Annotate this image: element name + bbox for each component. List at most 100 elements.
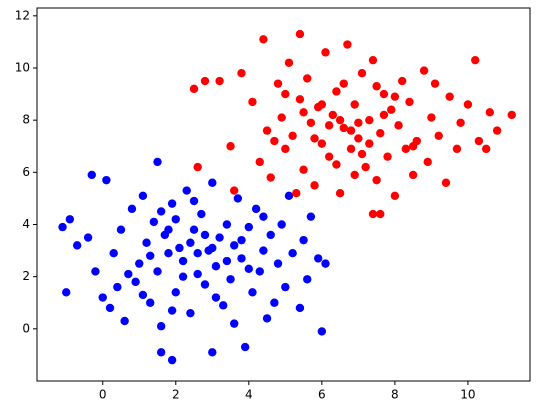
point [178, 256, 188, 266]
point [193, 162, 202, 172]
point [394, 121, 403, 130]
point [335, 115, 345, 125]
point [284, 191, 294, 201]
y-tick-label: 4 [22, 217, 30, 231]
point [146, 298, 155, 307]
point [295, 29, 305, 39]
point [175, 243, 184, 253]
point [321, 259, 330, 268]
point [390, 191, 400, 201]
point [303, 74, 312, 83]
point [368, 55, 378, 65]
point [357, 69, 367, 78]
point [365, 115, 374, 125]
point [87, 170, 96, 180]
point [281, 89, 290, 99]
point [109, 248, 118, 258]
point [288, 248, 297, 258]
point [262, 126, 272, 135]
point [372, 175, 381, 185]
point [135, 259, 144, 268]
point [138, 290, 148, 300]
point [146, 251, 155, 260]
point [306, 212, 316, 221]
y-tick-label: 12 [15, 8, 30, 22]
point [208, 243, 217, 253]
point [492, 126, 502, 135]
point [474, 136, 484, 146]
point [153, 267, 162, 276]
point [317, 139, 327, 148]
point [255, 157, 264, 167]
point [167, 306, 177, 315]
point [138, 191, 148, 201]
point [215, 76, 224, 86]
point [379, 110, 389, 120]
point [397, 76, 407, 86]
point [186, 308, 195, 318]
point [167, 199, 177, 208]
point [368, 209, 378, 219]
point [226, 275, 235, 284]
point [277, 113, 286, 122]
point [346, 144, 356, 154]
point [292, 188, 301, 198]
point [277, 220, 286, 229]
point [266, 230, 275, 240]
point [354, 134, 363, 143]
point [365, 139, 374, 148]
x-tick-label: 4 [245, 388, 253, 402]
point [332, 160, 341, 169]
point [343, 40, 352, 49]
point [233, 194, 243, 203]
point [273, 79, 283, 88]
point [230, 186, 239, 195]
point [507, 110, 516, 120]
point [379, 89, 389, 99]
point [299, 235, 308, 245]
point [376, 209, 385, 219]
x-tick-label: 10 [460, 388, 475, 402]
point [127, 204, 137, 214]
point [299, 108, 308, 117]
point [193, 269, 202, 279]
point [244, 264, 254, 274]
point [266, 173, 275, 182]
point [83, 233, 93, 242]
point [182, 186, 191, 195]
point [248, 288, 257, 297]
point [259, 212, 268, 221]
point [237, 254, 246, 263]
point [120, 316, 129, 326]
point [171, 288, 180, 297]
point [193, 248, 202, 258]
point [471, 55, 480, 65]
point [208, 178, 217, 187]
point [295, 303, 305, 313]
point [310, 181, 319, 190]
point [113, 282, 122, 292]
point [259, 246, 268, 255]
point [251, 204, 261, 214]
point [156, 207, 166, 216]
point [427, 113, 436, 122]
point [434, 131, 443, 141]
point [102, 175, 111, 185]
point [299, 165, 308, 174]
point [178, 272, 188, 281]
point [58, 222, 67, 232]
point [270, 136, 279, 146]
point [324, 152, 334, 161]
point [131, 277, 140, 287]
point [339, 123, 348, 133]
point [200, 76, 210, 86]
y-tick-label: 0 [22, 321, 30, 335]
point [259, 35, 268, 44]
point [237, 235, 246, 245]
point [317, 100, 327, 109]
point [387, 105, 396, 114]
point [452, 144, 462, 154]
point [321, 48, 330, 57]
point [354, 118, 363, 127]
